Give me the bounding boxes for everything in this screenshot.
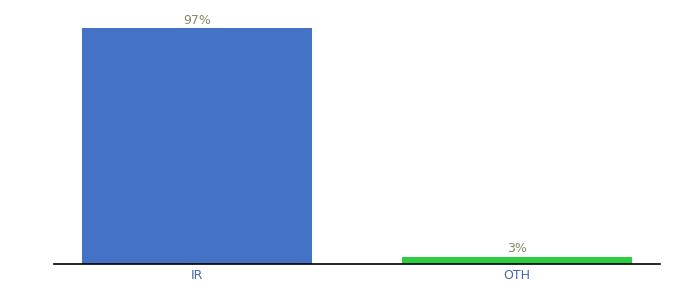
Text: 97%: 97% [183,14,211,27]
Text: 3%: 3% [507,242,527,256]
Bar [402,257,632,264]
Bar [82,28,312,264]
